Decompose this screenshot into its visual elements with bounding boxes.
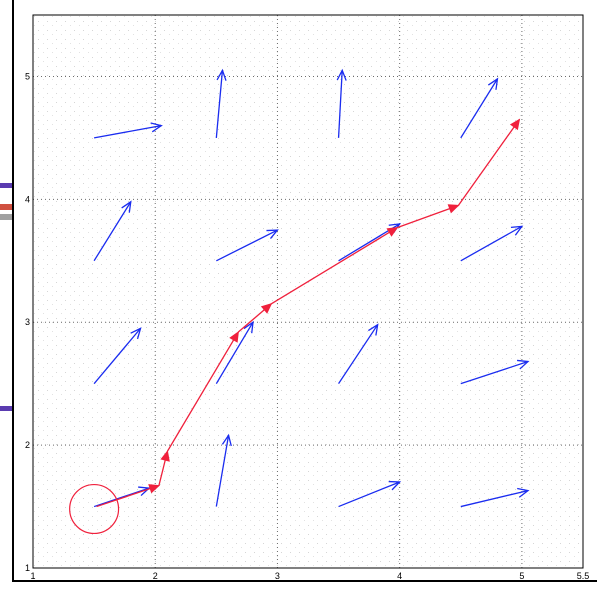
path-segment [96, 484, 161, 508]
field-arrow [460, 77, 499, 139]
y-axis: 2 3 4 5 1 [25, 71, 30, 573]
path-segment [166, 330, 239, 452]
y-tick-label: 4 [25, 194, 30, 204]
x-axis: 1 2 3 4 5 5.5 [30, 571, 589, 581]
plot-background [33, 15, 583, 568]
y-tick-label: 5 [25, 71, 30, 81]
x-tick-label: 5 [519, 571, 524, 581]
side-bar-3 [0, 214, 12, 220]
x-tick-label: 5.5 [577, 571, 590, 581]
side-bar-4 [0, 406, 12, 411]
x-tick-label: 2 [153, 571, 158, 581]
vector-field [93, 68, 530, 508]
y-tick-label: 2 [25, 440, 30, 450]
field-arrow [93, 486, 151, 508]
plot-box [32, 14, 584, 569]
path-segment [397, 204, 460, 229]
field-arrow [215, 320, 254, 384]
frame-left-border [12, 0, 14, 582]
field-arrow [93, 327, 142, 385]
side-bar-1 [0, 183, 12, 188]
frame-bottom-border [12, 580, 597, 582]
start-marker [69, 483, 120, 535]
x-tick-label: 3 [275, 571, 280, 581]
y-tick-label: 3 [25, 317, 30, 327]
field-arrow [216, 229, 279, 262]
field-arrow [93, 200, 132, 262]
trajectory [96, 118, 521, 508]
path-segment [237, 302, 273, 333]
field-arrow [215, 433, 232, 507]
field-arrow [460, 487, 530, 508]
y-tick-label: 1 [25, 563, 30, 573]
path-segment [158, 450, 170, 486]
field-arrow [336, 68, 347, 138]
field-arrow [460, 359, 530, 385]
field-arrow [460, 225, 524, 262]
x-tick-label: 4 [397, 571, 402, 581]
x-tick-label: 1 [30, 571, 35, 581]
field-arrow [338, 323, 379, 385]
field-arrow [338, 480, 402, 508]
side-bar-2 [0, 204, 12, 210]
grid-lines [33, 15, 583, 568]
path-segment [270, 226, 399, 305]
field-arrow [93, 122, 163, 139]
field-arrow [215, 68, 227, 138]
path-segment [457, 118, 521, 206]
